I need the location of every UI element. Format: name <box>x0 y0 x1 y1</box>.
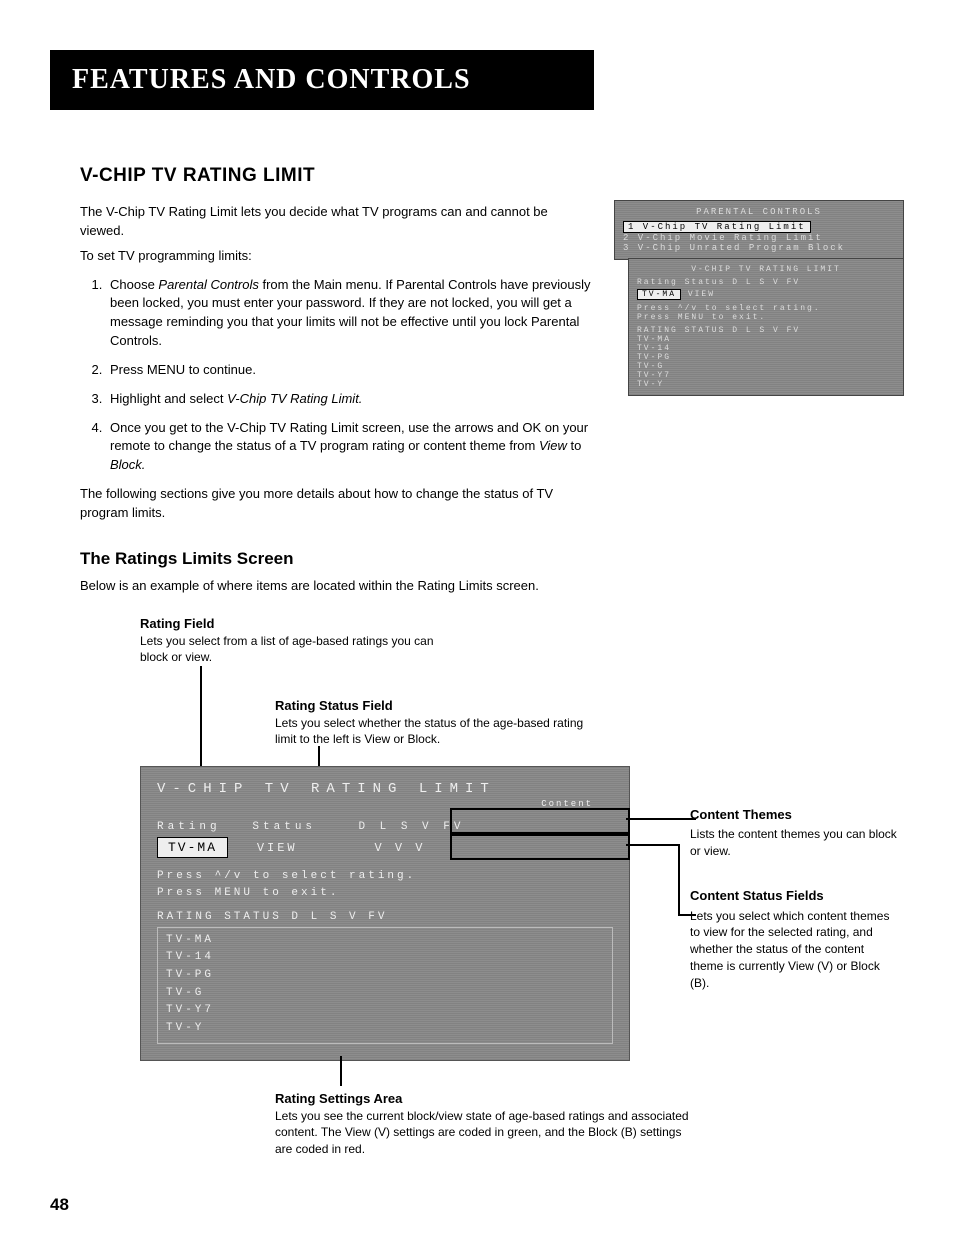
callout-label: Rating Settings Area <box>275 1091 695 1106</box>
step-4: Once you get to the V-Chip TV Rating Lim… <box>106 419 606 476</box>
rating-row: TV-Y7 <box>166 1002 604 1020</box>
osd-header-row: Rating Status D L S V FV <box>637 278 895 287</box>
rating-row: TV-Y7 <box>637 371 895 380</box>
rating-list-box: TV-MA TV-14 TV-PG TV-G TV-Y7 TV-Y <box>157 927 613 1045</box>
subsection-intro: Below is an example of where items are l… <box>80 577 580 596</box>
right-callouts: Content Themes Lists the content themes … <box>690 806 900 992</box>
step-3: Highlight and select V-Chip TV Rating Li… <box>106 390 606 409</box>
selected-rating: TV-MA <box>157 837 228 858</box>
osd-list-header: RATING STATUS D L S V FV <box>637 326 895 335</box>
rating-row: TV-14 <box>637 344 895 353</box>
selected-status: VIEW <box>257 841 298 855</box>
callout-text: Lets you select which content themes to … <box>690 908 900 992</box>
callout-label: Rating Field <box>140 616 440 631</box>
step-1: Choose Parental Controls from the Main m… <box>106 276 606 351</box>
osd-instruction: Press MENU to exit. <box>157 885 613 903</box>
hdr-rating: Rating <box>157 821 221 833</box>
intro-text: The V-Chip TV Rating Limit lets you deci… <box>80 203 580 266</box>
osd-title: V-CHIP TV RATING LIMIT <box>157 781 613 797</box>
leader-line <box>626 818 696 820</box>
callout-text: Lists the content themes you can block o… <box>690 826 900 860</box>
hdr-themes: D L S V FV <box>358 821 464 833</box>
rating-row: TV-14 <box>166 949 604 967</box>
step-2: Press MENU to continue. <box>106 361 606 380</box>
callout-text: Lets you select from a list of age-based… <box>140 633 440 667</box>
chapter-banner: FEATURES AND CONTROLS <box>50 50 594 110</box>
rating-row: TV-G <box>166 985 604 1003</box>
callout-label: Rating Status Field <box>275 698 605 713</box>
menu-item: 3 V-Chip Unrated Program Block <box>623 243 895 253</box>
callout-rating-settings: Rating Settings Area Lets you see the cu… <box>275 1091 695 1158</box>
osd-subtitle: V-CHIP TV RATING LIMIT <box>637 265 895 274</box>
after-steps-p: The following sections give you more det… <box>80 485 580 523</box>
selected-themes: V V V <box>374 841 425 855</box>
leader-line <box>340 1056 342 1086</box>
list-header: RATING STATUS D L S V FV <box>157 911 613 923</box>
rating-row: TV-Y <box>166 1020 604 1038</box>
osd-instructions: Press ^/v to select rating. Press MENU t… <box>637 304 895 322</box>
osd-title: PARENTAL CONTROLS <box>623 207 895 217</box>
section-heading: V-CHIP TV RATING LIMIT <box>80 165 904 187</box>
rating-row: TV-PG <box>637 353 895 362</box>
osd-instruction: Press ^/v to select rating. <box>157 868 613 886</box>
callout-label: Content Themes <box>690 806 900 824</box>
parental-controls-menu: PARENTAL CONTROLS 1 V-Chip TV Rating Lim… <box>614 200 904 260</box>
hdr-status: Status <box>252 821 316 833</box>
rating-row: TV-Y <box>637 380 895 389</box>
leader-line <box>626 844 678 846</box>
ratings-screen-diagram: Rating Field Lets you select from a list… <box>80 626 904 1186</box>
rating-row: TV-PG <box>166 967 604 985</box>
subsection-heading: The Ratings Limits Screen <box>80 549 904 569</box>
page: FEATURES AND CONTROLS V-CHIP TV RATING L… <box>0 0 954 1240</box>
content-label: Content <box>157 799 613 809</box>
rating-row: TV-G <box>637 362 895 371</box>
sel-status: VIEW <box>688 290 715 299</box>
rating-limit-screen: V-CHIP TV RATING LIMIT Content Rating St… <box>140 766 630 1062</box>
after-steps: The following sections give you more det… <box>80 485 580 523</box>
subsection-intro-p: Below is an example of where items are l… <box>80 577 580 596</box>
menu-item: 2 V-Chip Movie Rating Limit <box>623 233 895 243</box>
rating-limit-submenu: V-CHIP TV RATING LIMIT Rating Status D L… <box>628 258 904 396</box>
callout-rating-status-field: Rating Status Field Lets you select whet… <box>275 698 605 749</box>
callout-text: Lets you see the current block/view stat… <box>275 1108 695 1158</box>
menu-item-selected: 1 V-Chip TV Rating Limit <box>623 221 811 233</box>
leader-line <box>678 844 680 914</box>
sel-rating: TV-MA <box>637 289 681 300</box>
callout-label: Content Status Fields <box>690 887 900 905</box>
rating-row: TV-MA <box>637 335 895 344</box>
callout-rating-field: Rating Field Lets you select from a list… <box>140 616 440 667</box>
callout-text: Lets you select whether the status of th… <box>275 715 605 749</box>
parental-controls-osd: PARENTAL CONTROLS 1 V-Chip TV Rating Lim… <box>614 200 904 396</box>
intro-p2: To set TV programming limits: <box>80 247 580 266</box>
rating-row: TV-MA <box>166 932 604 950</box>
intro-p1: The V-Chip TV Rating Limit lets you deci… <box>80 203 580 241</box>
steps-list: Choose Parental Controls from the Main m… <box>80 276 606 476</box>
page-number: 48 <box>50 1195 69 1215</box>
